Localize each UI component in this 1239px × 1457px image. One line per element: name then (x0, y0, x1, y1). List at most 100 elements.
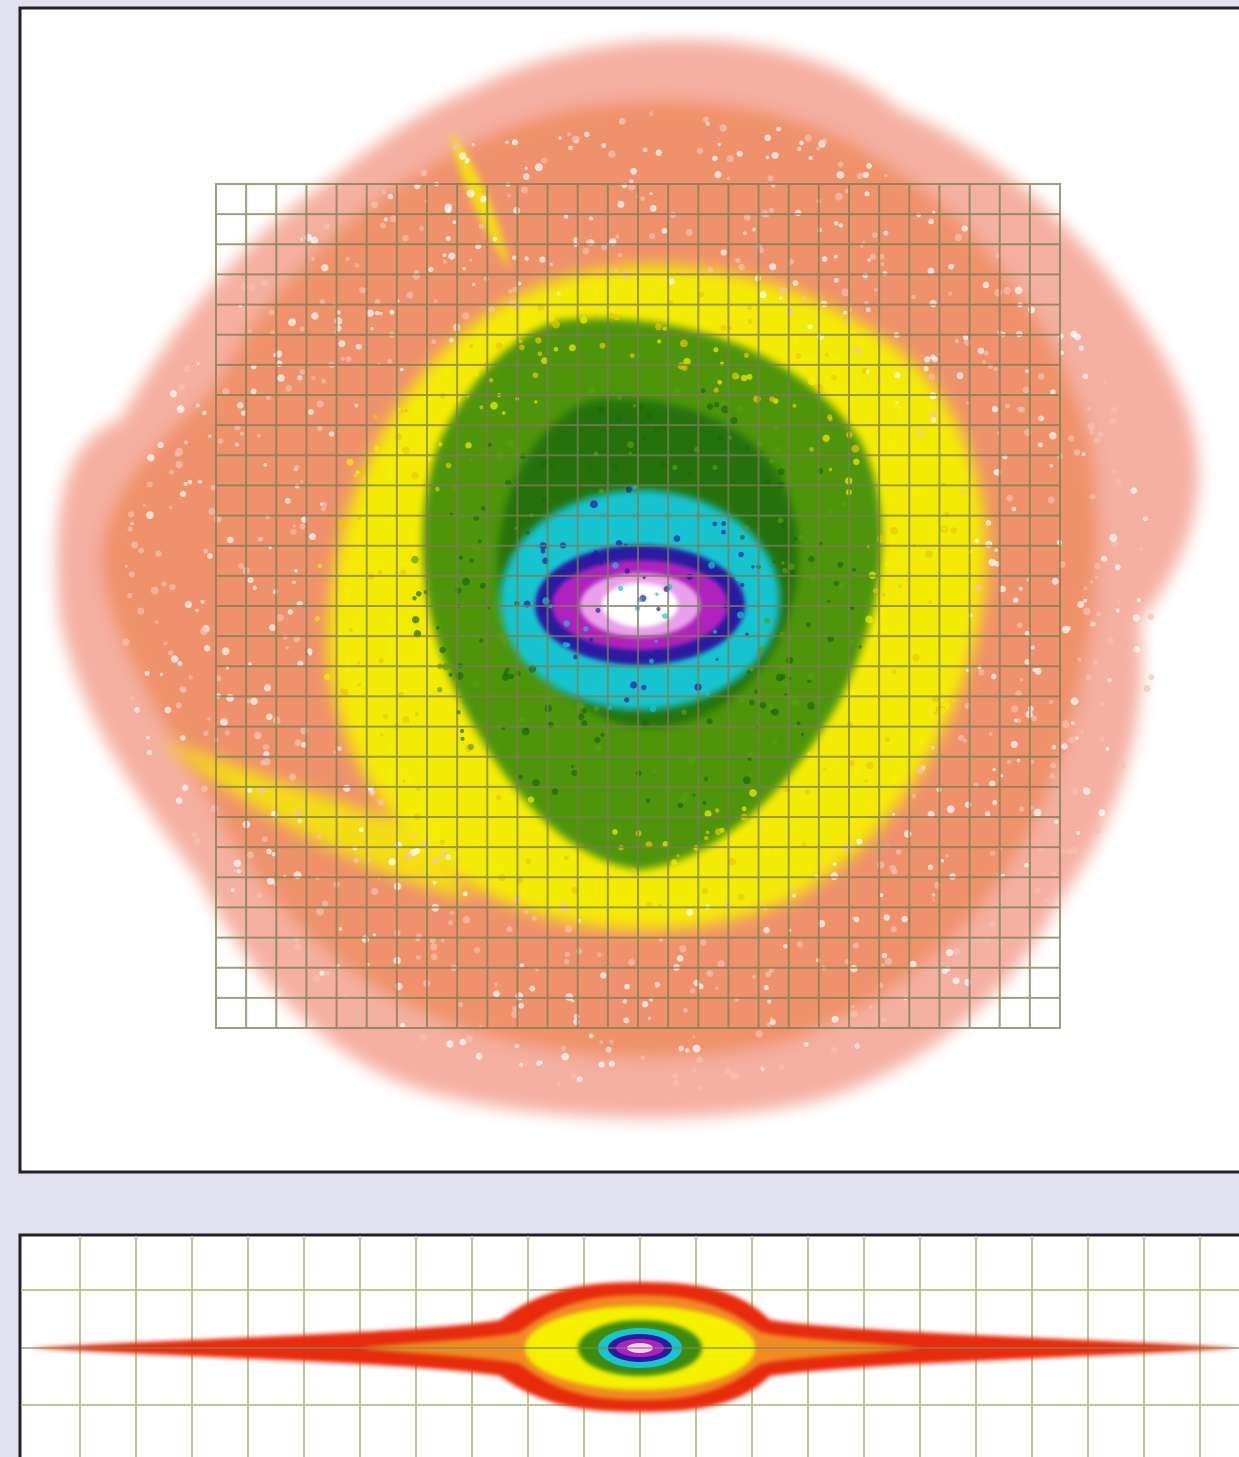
speckle (720, 325, 727, 332)
speckle (738, 264, 745, 271)
speckle (387, 359, 392, 364)
speckle (740, 583, 744, 587)
speckle (649, 111, 654, 116)
speckle (721, 530, 726, 535)
speckle (323, 223, 329, 229)
speckle (947, 805, 955, 813)
speckle (1087, 423, 1095, 431)
speckle (288, 318, 296, 326)
speckle (515, 1044, 519, 1048)
speckle (748, 773, 752, 777)
speckle (564, 855, 569, 860)
speckle (721, 887, 728, 894)
speckle (692, 1035, 695, 1038)
speckle (953, 977, 960, 984)
speckle (1083, 787, 1091, 795)
speckle (521, 187, 528, 194)
speckle (533, 372, 539, 378)
speckle (1081, 730, 1085, 734)
speckle (732, 373, 739, 380)
speckle (344, 588, 349, 593)
speckle (867, 775, 870, 778)
speckle (316, 908, 324, 916)
speckle (211, 805, 219, 813)
speckle (834, 255, 838, 259)
speckle (263, 758, 271, 766)
speckle (414, 848, 421, 855)
speckle (559, 856, 565, 862)
speckle (1082, 452, 1086, 456)
speckle (919, 739, 925, 745)
speckle (1025, 370, 1029, 374)
speckle (715, 808, 719, 812)
speckle (793, 280, 799, 286)
speckle (891, 926, 897, 932)
speckle (1103, 380, 1106, 383)
speckle (794, 537, 798, 541)
speckle (948, 264, 954, 270)
speckle (480, 196, 487, 203)
speckle (769, 396, 775, 402)
speckle (389, 742, 392, 745)
speckle (197, 362, 200, 365)
speckle (822, 256, 828, 262)
speckle (993, 768, 996, 771)
speckle (184, 441, 188, 445)
speckle (388, 194, 393, 199)
speckle (264, 684, 271, 691)
speckle (1005, 404, 1010, 409)
speckle (549, 321, 552, 324)
speckle (314, 616, 319, 621)
speckle (356, 344, 362, 350)
speckle (1034, 887, 1040, 893)
speckle (441, 939, 444, 942)
speckle (247, 852, 254, 859)
speckle (1024, 863, 1029, 868)
speckle (769, 263, 776, 270)
speckle (780, 287, 787, 294)
speckle (266, 714, 273, 721)
speckle (611, 463, 619, 471)
speckle (147, 750, 152, 755)
speckle (196, 403, 200, 407)
speckle (178, 661, 183, 666)
speckle (912, 654, 919, 661)
speckle (882, 593, 886, 597)
speckle (599, 286, 605, 292)
speckle (834, 278, 839, 283)
speckle (202, 411, 206, 415)
speckle (991, 674, 997, 680)
speckle (404, 852, 412, 860)
speckle (462, 578, 470, 586)
speckle (748, 319, 753, 324)
speckle (157, 442, 163, 448)
speckle (222, 647, 230, 655)
speckle (479, 639, 483, 643)
speckle (178, 383, 185, 390)
speckle (764, 985, 769, 990)
speckle (892, 813, 895, 816)
speckle (851, 445, 859, 453)
speckle (226, 694, 234, 702)
speckle (765, 971, 771, 977)
speckle (1148, 674, 1154, 680)
speckle (233, 870, 236, 873)
speckle (509, 300, 516, 307)
speckle (930, 300, 937, 307)
speckle (618, 586, 623, 591)
speckle (737, 612, 744, 619)
speckle (615, 269, 619, 273)
speckle (291, 529, 297, 535)
speckle (831, 375, 837, 381)
speckle (763, 848, 770, 855)
speckle (787, 308, 794, 315)
speckle (870, 254, 876, 260)
speckle (467, 190, 475, 198)
speckle (921, 719, 927, 725)
speckle (600, 733, 604, 737)
speckle (207, 553, 213, 559)
speckle (764, 135, 771, 142)
speckle (990, 851, 995, 856)
speckle (931, 493, 936, 498)
speckle (311, 376, 315, 380)
